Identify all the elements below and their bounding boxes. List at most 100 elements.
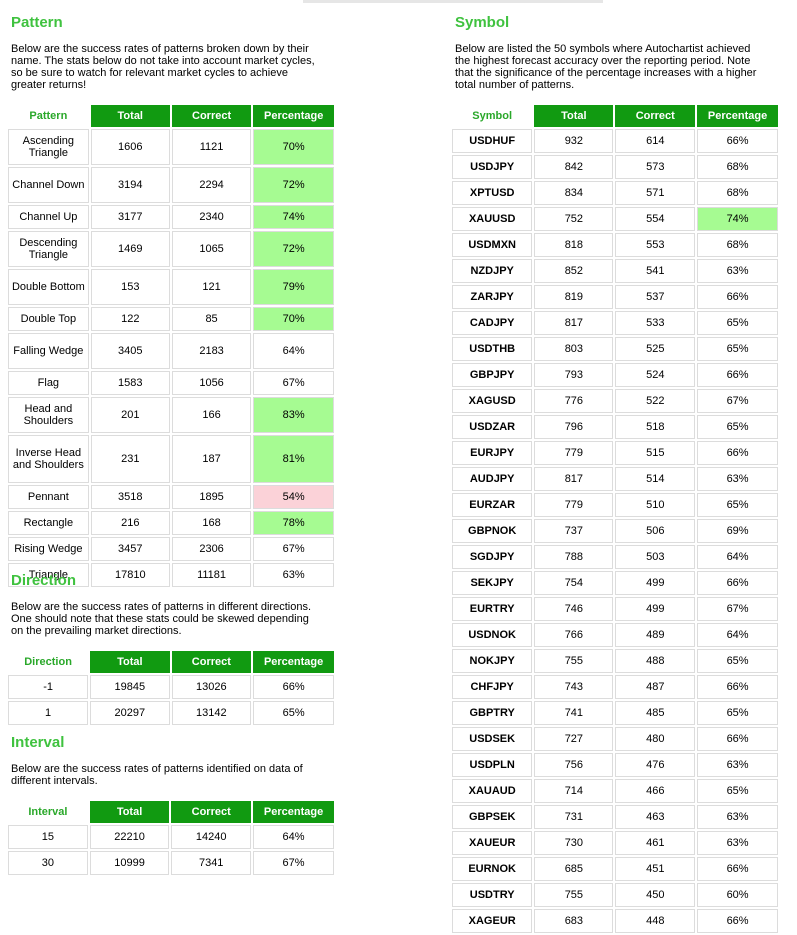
symbol-cell-total: 796 xyxy=(534,415,614,439)
interval-cell-name: 30 xyxy=(8,851,88,875)
symbol-row: NZDJPY 852 541 63% xyxy=(452,259,778,283)
symbol-cell-total: 752 xyxy=(534,207,614,231)
symbol-cell-correct: 450 xyxy=(615,883,696,907)
symbol-cell-total: 818 xyxy=(534,233,614,257)
pattern-cell-pct: 72% xyxy=(253,167,334,203)
symbol-cell-name: CADJPY xyxy=(452,311,533,335)
symbol-cell-total: 754 xyxy=(534,571,614,595)
symbol-cell-name: XAUEUR xyxy=(452,831,533,855)
symbol-row: XAGUSD 776 522 67% xyxy=(452,389,778,413)
pattern-cell-name: Channel Up xyxy=(8,205,89,229)
symbol-cell-name: USDTHB xyxy=(452,337,533,361)
pattern-column-header: Pattern xyxy=(8,105,89,127)
symbol-cell-correct: 503 xyxy=(615,545,696,569)
symbol-description: Below are listed the 50 symbols where Au… xyxy=(455,43,757,91)
symbol-cell-total: 755 xyxy=(534,649,614,673)
symbol-column-header: Symbol xyxy=(452,105,533,127)
interval-cell-pct: 64% xyxy=(253,825,334,849)
symbol-cell-correct: 614 xyxy=(615,129,696,153)
symbol-cell-pct: 69% xyxy=(697,519,778,543)
pattern-cell-name: Inverse Head and Shoulders xyxy=(8,435,89,483)
symbol-cell-name: USDHUF xyxy=(452,129,533,153)
symbol-row: USDJPY 842 573 68% xyxy=(452,155,778,179)
symbol-row: GBPTRY 741 485 65% xyxy=(452,701,778,725)
interval-header-row: Interval Total Correct Percentage xyxy=(8,801,334,823)
symbol-cell-correct: 554 xyxy=(615,207,696,231)
symbol-cell-total: 779 xyxy=(534,441,614,465)
pattern-cell-name: Falling Wedge xyxy=(8,333,89,369)
pattern-cell-total: 3518 xyxy=(90,485,170,509)
symbol-cell-name: SGDJPY xyxy=(452,545,533,569)
pattern-cell-total: 1606 xyxy=(90,129,170,165)
pattern-cell-correct: 1895 xyxy=(171,485,252,509)
symbol-cell-correct: 487 xyxy=(615,675,696,699)
symbol-cell-correct: 571 xyxy=(615,181,696,205)
symbol-cell-pct: 65% xyxy=(697,649,778,673)
symbol-cell-name: XPTUSD xyxy=(452,181,533,205)
pattern-cell-total: 153 xyxy=(90,269,170,305)
symbol-row: EURNOK 685 451 66% xyxy=(452,857,778,881)
symbol-row: USDTRY 755 450 60% xyxy=(452,883,778,907)
pattern-cell-name: Triangle xyxy=(8,563,89,587)
symbol-cell-pct: 63% xyxy=(697,805,778,829)
pattern-cell-total: 216 xyxy=(90,511,170,535)
pattern-cell-name: Descending Triangle xyxy=(8,231,89,267)
pattern-heading: Pattern xyxy=(11,14,63,31)
symbol-cell-total: 727 xyxy=(534,727,614,751)
pattern-description: Below are the success rates of patterns … xyxy=(11,43,315,91)
symbol-cell-pct: 66% xyxy=(697,571,778,595)
symbol-cell-total: 834 xyxy=(534,181,614,205)
symbol-row: SGDJPY 788 503 64% xyxy=(452,545,778,569)
pattern-row: Rising Wedge 3457 2306 67% xyxy=(8,537,334,561)
symbol-cell-correct: 510 xyxy=(615,493,696,517)
symbol-cell-correct: 488 xyxy=(615,649,696,673)
symbol-row: CADJPY 817 533 65% xyxy=(452,311,778,335)
symbol-cell-pct: 68% xyxy=(697,155,778,179)
symbol-cell-correct: 514 xyxy=(615,467,696,491)
interval-cell-total: 22210 xyxy=(89,825,170,849)
symbol-row: XAUUSD 752 554 74% xyxy=(452,207,778,231)
pattern-cell-pct: 70% xyxy=(253,129,334,165)
symbol-cell-pct: 68% xyxy=(697,181,778,205)
symbol-cell-pct: 66% xyxy=(697,363,778,387)
interval-cell-total: 10999 xyxy=(89,851,170,875)
pattern-cell-total: 1469 xyxy=(90,231,170,267)
pattern-row: Pennant 3518 1895 54% xyxy=(8,485,334,509)
symbol-row: GBPNOK 737 506 69% xyxy=(452,519,778,543)
symbol-cell-correct: 524 xyxy=(615,363,696,387)
symbol-cell-total: 756 xyxy=(534,753,614,777)
symbol-cell-correct: 537 xyxy=(615,285,696,309)
interval-row: 15 22210 14240 64% xyxy=(8,825,334,849)
symbol-cell-name: USDPLN xyxy=(452,753,533,777)
direction-heading: Direction xyxy=(11,572,77,589)
symbol-cell-name: USDTRY xyxy=(452,883,533,907)
direction-cell-name: -1 xyxy=(8,675,89,699)
pattern-row: Rectangle 216 168 78% xyxy=(8,511,334,535)
direction-cell-pct: 66% xyxy=(253,675,334,699)
pattern-cell-pct: 67% xyxy=(253,537,334,561)
symbol-cell-total: 755 xyxy=(534,883,614,907)
direction-cell-total: 20297 xyxy=(90,701,170,725)
pattern-cell-correct: 1065 xyxy=(171,231,252,267)
symbol-cell-pct: 74% xyxy=(697,207,778,231)
pattern-cell-name: Channel Down xyxy=(8,167,89,203)
symbol-row: USDPLN 756 476 63% xyxy=(452,753,778,777)
symbol-cell-correct: 573 xyxy=(615,155,696,179)
pattern-cell-pct: 67% xyxy=(253,371,334,395)
symbol-cell-total: 746 xyxy=(534,597,614,621)
pattern-cell-pct: 63% xyxy=(253,563,334,587)
interval-cell-pct: 67% xyxy=(253,851,334,875)
pattern-cell-correct: 2340 xyxy=(171,205,252,229)
symbol-cell-correct: 515 xyxy=(615,441,696,465)
symbol-cell-total: 817 xyxy=(534,311,614,335)
symbol-cell-correct: 476 xyxy=(615,753,696,777)
symbol-cell-correct: 522 xyxy=(615,389,696,413)
symbol-cell-pct: 65% xyxy=(697,337,778,361)
pattern-cell-name: Pennant xyxy=(8,485,89,509)
pattern-cell-name: Ascending Triangle xyxy=(8,129,89,165)
pattern-cell-correct: 1121 xyxy=(171,129,252,165)
symbol-cell-pct: 65% xyxy=(697,701,778,725)
pattern-cell-name: Head and Shoulders xyxy=(8,397,89,433)
symbol-column-header: Correct xyxy=(615,105,696,127)
symbol-cell-pct: 67% xyxy=(697,389,778,413)
